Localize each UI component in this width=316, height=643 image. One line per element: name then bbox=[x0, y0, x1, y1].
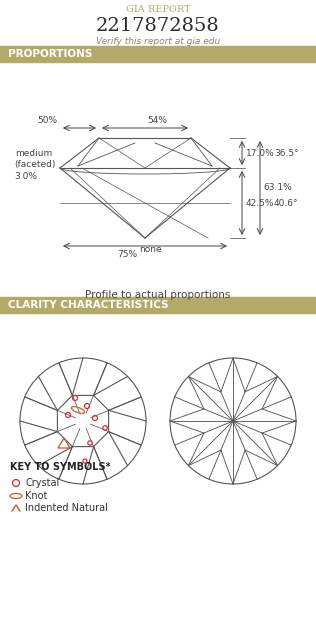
Text: 2217872858: 2217872858 bbox=[96, 17, 220, 35]
Text: 17.0%: 17.0% bbox=[246, 149, 275, 158]
Bar bbox=[0, 62, 316, 303]
Text: CLARITY CHARACTERISTICS: CLARITY CHARACTERISTICS bbox=[8, 300, 169, 310]
Text: 42.5%: 42.5% bbox=[246, 199, 275, 208]
Bar bbox=[0, 297, 316, 313]
Text: 50%: 50% bbox=[37, 116, 57, 125]
Text: Indented Natural: Indented Natural bbox=[25, 503, 108, 513]
Text: none: none bbox=[139, 245, 161, 254]
Text: GIA REPORT: GIA REPORT bbox=[126, 6, 190, 15]
Text: Verify this report at gia.edu: Verify this report at gia.edu bbox=[96, 37, 220, 46]
Text: 40.6°: 40.6° bbox=[274, 199, 299, 208]
Text: PROPORTIONS: PROPORTIONS bbox=[8, 49, 92, 59]
Bar bbox=[0, 213, 316, 543]
Text: 54%: 54% bbox=[147, 116, 167, 125]
Text: Knot: Knot bbox=[25, 491, 47, 501]
Text: 63.1%: 63.1% bbox=[263, 183, 292, 192]
Text: Profile to actual proportions: Profile to actual proportions bbox=[85, 290, 231, 300]
Text: KEY TO SYMBOLS*: KEY TO SYMBOLS* bbox=[10, 462, 111, 472]
Bar bbox=[0, 46, 316, 62]
Text: medium
(faceted)
3.0%: medium (faceted) 3.0% bbox=[15, 149, 56, 181]
Text: 75%: 75% bbox=[117, 250, 137, 259]
Text: Crystal: Crystal bbox=[25, 478, 59, 488]
Text: 36.5°: 36.5° bbox=[274, 149, 299, 158]
Bar bbox=[0, 543, 316, 643]
Bar bbox=[0, 0, 316, 53]
